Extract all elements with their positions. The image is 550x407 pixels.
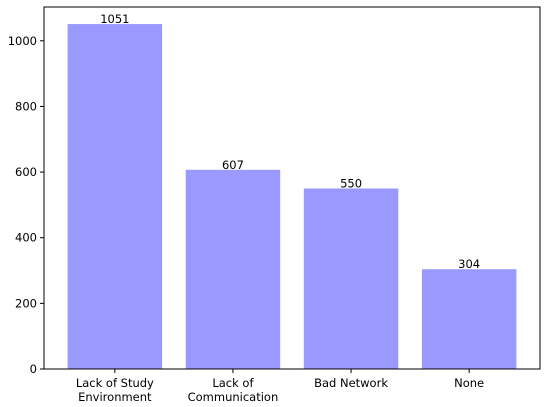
data-labels-group: 1051 607 550 304 <box>100 12 480 271</box>
plot-frame <box>43 6 541 370</box>
y-tick-label: 200 <box>15 296 37 310</box>
bar <box>67 24 163 369</box>
x-tick-label-line: Lack of Study <box>76 376 154 390</box>
y-tick-label: 800 <box>15 99 37 113</box>
x-tick-label-line: Communication <box>188 390 279 404</box>
y-tick-label: 600 <box>15 165 37 179</box>
x-tick-label-line: None <box>454 376 484 390</box>
bar-value-label: 607 <box>222 158 244 172</box>
bar-value-label: 550 <box>340 176 362 190</box>
bar-value-label: 1051 <box>100 12 129 26</box>
bars-group <box>67 24 517 369</box>
bar <box>303 188 399 369</box>
x-tick-label-line: Bad Network <box>314 376 388 390</box>
bar <box>421 269 517 369</box>
x-tick-label: None <box>454 376 484 390</box>
x-tick-label-line: Lack of <box>212 376 254 390</box>
x-axis: Lack of Study Environment Lack of Communica… <box>76 369 484 404</box>
x-tick-label: Bad Network <box>314 376 388 390</box>
x-tick-label: Lack of Study Environment <box>76 376 154 404</box>
x-tick-label: Lack of Communication <box>188 376 279 404</box>
bar-value-label: 304 <box>458 257 480 271</box>
y-tick-label: 0 <box>30 362 37 376</box>
y-axis: 0 200 400 600 800 1000 <box>8 34 44 376</box>
y-tick-label: 1000 <box>8 34 37 48</box>
x-tick-label-line: Environment <box>78 390 152 404</box>
y-tick-label: 400 <box>15 231 37 245</box>
bar <box>185 169 281 369</box>
